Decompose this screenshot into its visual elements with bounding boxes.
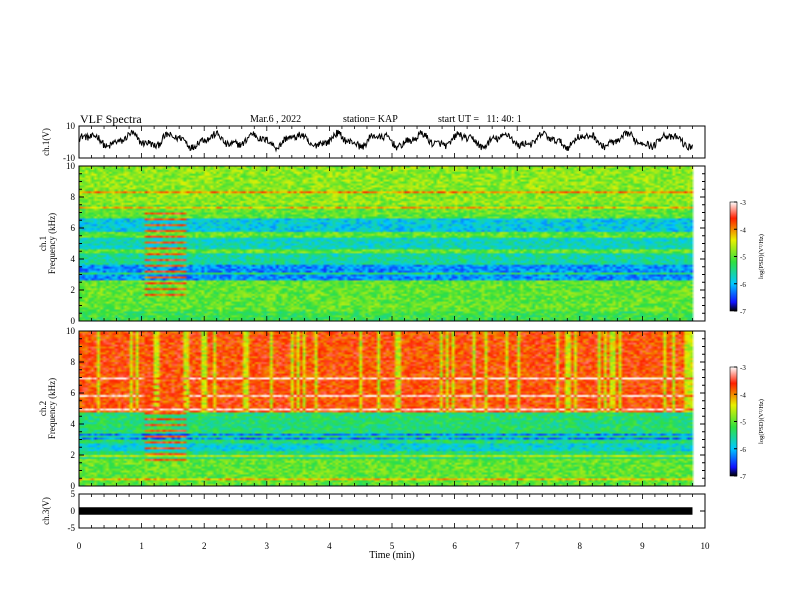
colorbars: -3 -4 -5 -6 -7 log(PSD)(V²/Hz) -3 -4 -5 -6 -7 log(P… <box>729 199 765 481</box>
cb-tick-label: -4 <box>740 391 746 399</box>
y-tick-label: -5 <box>68 523 76 533</box>
chart-title: VLF Spectra <box>80 112 142 126</box>
x-tick-label: 7 <box>515 541 520 551</box>
ch1-spectrogram-ylabel: Frequency (kHz) <box>47 213 57 274</box>
x-tick-label: 6 <box>452 541 457 551</box>
y-tick-label: 4 <box>71 254 76 264</box>
station-label: station= KAP <box>343 114 398 125</box>
x-tick-label: 2 <box>202 541 207 551</box>
y-tick-label: 6 <box>71 388 76 398</box>
y-tick-label: 8 <box>71 357 76 367</box>
ch3-signal-band <box>79 507 693 515</box>
x-tick-label: 4 <box>327 541 332 551</box>
ch1-spectrogram-panel <box>79 166 705 321</box>
cb-tick-label: -6 <box>740 281 746 289</box>
ch2-spectrogram-panel <box>79 331 705 486</box>
cb-tick-label: -4 <box>740 226 746 234</box>
ch1-waveform-line <box>78 129 693 153</box>
x-tick-label: 9 <box>640 541 645 551</box>
cb-label: log(PSD)(V²/Hz) <box>758 399 765 444</box>
x-tick-label: 8 <box>578 541 583 551</box>
y-tick-label: 0 <box>71 506 76 516</box>
cb-tick-label: -5 <box>740 254 746 262</box>
cb-tick-label: -3 <box>740 199 746 207</box>
cb-tick-label: -5 <box>740 419 746 427</box>
y-tick-label: -10 <box>63 153 75 163</box>
y-tick-label: 5 <box>71 489 76 499</box>
y-tick-label: 10 <box>66 326 76 336</box>
x-axis-label: Time (min) <box>369 550 414 561</box>
y-tick-label: 0 <box>71 481 76 491</box>
date-label: Mar.6 , 2022 <box>250 114 302 125</box>
cb-tick-label: -3 <box>740 364 746 372</box>
y-tick-label: 6 <box>71 223 76 233</box>
ch1-waveform-panel <box>78 129 693 153</box>
x-tick-label: 10 <box>701 541 711 551</box>
ch1-spectrogram-ylabel: ch.1 <box>38 236 48 251</box>
ch1-waveform-ylabel: ch.1(V) <box>41 128 51 156</box>
y-tick-label: 8 <box>71 192 76 202</box>
y-tick-label: 10 <box>66 121 76 131</box>
ch2-spectrogram-image <box>79 331 705 486</box>
y-tick-label: 2 <box>71 285 76 295</box>
cb-label: log(PSD)(V²/Hz) <box>758 234 765 279</box>
ch2-spectrogram-ylabel: Frequency (kHz) <box>47 378 57 439</box>
x-tick-label: 1 <box>139 541 144 551</box>
start-ut-label: start UT = 11: 40: 1 <box>438 114 522 125</box>
x-tick-label: 3 <box>265 541 270 551</box>
x-tick-label: 5 <box>390 541 395 551</box>
cb-tick-label: -7 <box>740 473 746 481</box>
ch2-spectrogram-ylabel: ch.2 <box>38 401 48 416</box>
ch3-signal-ylabel: ch.3(V) <box>41 497 51 525</box>
cb-tick-label: -7 <box>740 308 746 316</box>
y-tick-label: 10 <box>66 161 76 171</box>
ch1-spectrogram-image <box>79 166 705 321</box>
x-tick-label: 0 <box>77 541 82 551</box>
cb-tick-label: -6 <box>740 446 746 454</box>
y-tick-label: 0 <box>71 316 76 326</box>
y-tick-label: 2 <box>71 450 76 460</box>
y-tick-label: 4 <box>71 419 76 429</box>
ch3-panel <box>79 507 693 515</box>
